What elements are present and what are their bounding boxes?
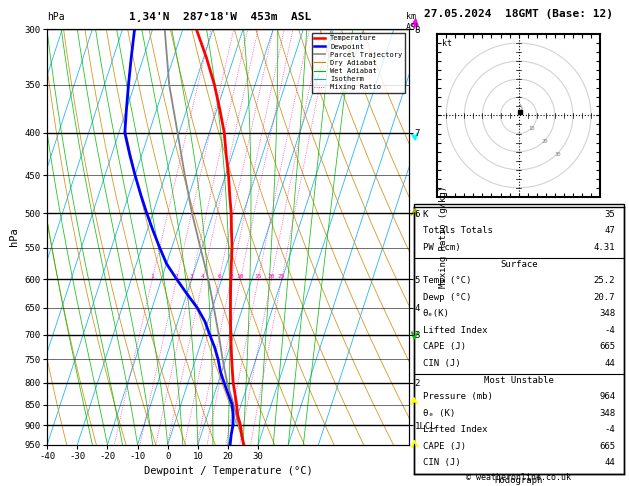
Text: -4: -4 <box>604 425 615 434</box>
Text: 20: 20 <box>542 139 548 144</box>
Text: 4.31: 4.31 <box>594 243 615 252</box>
Text: 348: 348 <box>599 309 615 318</box>
Text: 964: 964 <box>599 392 615 401</box>
Text: 6: 6 <box>217 274 221 279</box>
Text: K: K <box>423 210 428 219</box>
Y-axis label: hPa: hPa <box>9 227 18 246</box>
Text: Totals Totals: Totals Totals <box>423 226 493 235</box>
Legend: Temperature, Dewpoint, Parcel Trajectory, Dry Adiabat, Wet Adiabat, Isotherm, Mi: Temperature, Dewpoint, Parcel Trajectory… <box>311 33 405 93</box>
Text: θₑ (K): θₑ (K) <box>423 409 455 418</box>
Text: Temp (°C): Temp (°C) <box>423 277 471 285</box>
Text: 30: 30 <box>554 152 561 157</box>
Text: 25: 25 <box>278 274 286 279</box>
Text: 44: 44 <box>604 458 615 467</box>
Text: hPa: hPa <box>47 12 65 22</box>
Text: 25.2: 25.2 <box>594 277 615 285</box>
Text: kt: kt <box>442 39 452 48</box>
Text: 665: 665 <box>599 442 615 451</box>
Text: © weatheronline.co.uk: © weatheronline.co.uk <box>467 473 571 482</box>
Text: 10: 10 <box>528 126 535 131</box>
X-axis label: Dewpoint / Temperature (°C): Dewpoint / Temperature (°C) <box>143 466 313 476</box>
Text: Most Unstable: Most Unstable <box>484 376 554 385</box>
Text: 8: 8 <box>229 274 233 279</box>
Text: 348: 348 <box>599 409 615 418</box>
Text: 4: 4 <box>201 274 205 279</box>
Text: CIN (J): CIN (J) <box>423 359 460 368</box>
Text: 35: 35 <box>604 210 615 219</box>
Text: CAPE (J): CAPE (J) <box>423 442 465 451</box>
Text: 1¸34'N  287°18'W  453m  ASL: 1¸34'N 287°18'W 453m ASL <box>129 11 311 21</box>
Text: Surface: Surface <box>500 260 538 269</box>
Text: Pressure (mb): Pressure (mb) <box>423 392 493 401</box>
Text: 44: 44 <box>604 359 615 368</box>
Text: 2: 2 <box>175 274 179 279</box>
Text: 1: 1 <box>150 274 154 279</box>
Y-axis label: Mixing Ratio (g/kg): Mixing Ratio (g/kg) <box>438 186 448 288</box>
Text: 665: 665 <box>599 342 615 351</box>
Text: PW (cm): PW (cm) <box>423 243 460 252</box>
Text: Lifted Index: Lifted Index <box>423 326 487 335</box>
Text: km
ASL: km ASL <box>406 12 421 32</box>
Text: Lifted Index: Lifted Index <box>423 425 487 434</box>
Text: 15: 15 <box>255 274 262 279</box>
Text: Dewp (°C): Dewp (°C) <box>423 293 471 302</box>
Text: θₑ(K): θₑ(K) <box>423 309 450 318</box>
Text: 3: 3 <box>190 274 194 279</box>
Text: 20: 20 <box>267 274 275 279</box>
Text: 10: 10 <box>237 274 244 279</box>
Text: 20.7: 20.7 <box>594 293 615 302</box>
Text: Hodograph: Hodograph <box>495 476 543 485</box>
Text: 47: 47 <box>604 226 615 235</box>
Text: CIN (J): CIN (J) <box>423 458 460 467</box>
Text: CAPE (J): CAPE (J) <box>423 342 465 351</box>
FancyBboxPatch shape <box>414 205 624 473</box>
Text: -4: -4 <box>604 326 615 335</box>
Text: 27.05.2024  18GMT (Base: 12): 27.05.2024 18GMT (Base: 12) <box>425 9 613 19</box>
